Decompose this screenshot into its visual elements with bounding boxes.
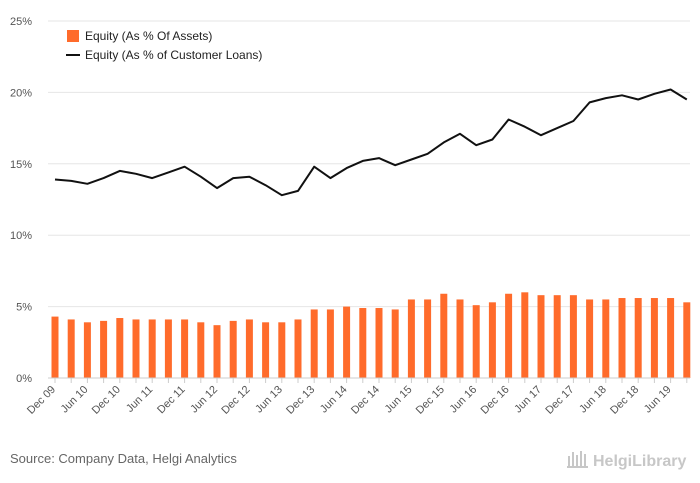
bar <box>294 319 302 378</box>
x-tick-label: Dec 15 <box>414 384 447 417</box>
y-tick-label: 20% <box>10 87 32 99</box>
x-tick-label: Jun 15 <box>383 384 415 416</box>
bar <box>262 322 270 378</box>
grid-layer <box>48 20 690 379</box>
bar <box>359 308 367 378</box>
y-tick-label: 15% <box>10 159 32 171</box>
bar <box>569 295 577 378</box>
bar <box>488 302 496 378</box>
x-tick-label: Jun 14 <box>318 384 350 416</box>
y-tick-label: 10% <box>10 230 32 242</box>
bar <box>213 325 221 378</box>
bar <box>683 302 691 378</box>
bar <box>278 322 286 378</box>
x-tick-label: Dec 12 <box>219 384 252 417</box>
bar <box>181 319 189 378</box>
brand-logo: HelgiLibrary <box>567 451 686 470</box>
bar <box>505 293 513 378</box>
bar <box>634 298 642 378</box>
x-tick-label: Dec 18 <box>608 384 641 417</box>
bars-layer <box>51 292 691 378</box>
bar <box>424 299 432 378</box>
bar <box>100 320 108 378</box>
y-tick-label: 25% <box>10 16 32 28</box>
bar <box>407 299 415 378</box>
x-tick-label: Jun 18 <box>577 384 609 416</box>
bar <box>456 299 464 378</box>
x-tick-label: Jun 11 <box>124 384 155 415</box>
bar <box>51 316 59 378</box>
brand-name: HelgiLibrary <box>593 453 686 470</box>
bar <box>229 320 237 378</box>
y-tick-label: 0% <box>16 373 32 385</box>
x-tick-label: Dec 13 <box>284 384 317 417</box>
line-layer <box>54 88 688 197</box>
x-tick-label: Dec 09 <box>25 384 58 417</box>
line-series-customer-loans <box>54 88 688 197</box>
bar <box>618 298 626 378</box>
legend-label-line: Equity (As % of Customer Loans) <box>85 48 262 62</box>
bar <box>343 306 351 378</box>
bar <box>602 299 610 378</box>
legend: Equity (As % Of Assets) Equity (As % of … <box>66 29 262 62</box>
x-tick-label: Dec 10 <box>90 384 123 417</box>
x-tick-label: Jun 19 <box>642 384 674 416</box>
bar <box>586 299 594 378</box>
x-tick-label: Dec 16 <box>479 384 512 417</box>
x-tick-label: Dec 17 <box>543 384 576 417</box>
legend-swatch-bars <box>67 30 79 42</box>
bar <box>391 309 399 378</box>
bar <box>537 295 545 378</box>
legend-label-bars: Equity (As % Of Assets) <box>85 29 212 43</box>
bar <box>650 298 658 378</box>
bar <box>164 319 172 378</box>
bar <box>375 308 383 378</box>
bar <box>553 295 561 378</box>
x-tick-label: Dec 14 <box>349 384 382 417</box>
bar <box>667 298 675 378</box>
source-note: Source: Company Data, Helgi Analytics <box>10 451 237 466</box>
bar <box>67 319 75 378</box>
bar <box>148 319 156 378</box>
x-tick-label: Jun 12 <box>188 384 220 416</box>
x-tick-label: Jun 17 <box>512 384 544 416</box>
bar <box>472 305 480 378</box>
bar <box>521 292 529 378</box>
x-tick-label: Jun 16 <box>447 384 479 416</box>
bar <box>116 318 124 378</box>
bar <box>132 319 140 378</box>
bar <box>197 322 205 378</box>
bar <box>440 293 448 378</box>
x-tick-label: Jun 13 <box>253 384 285 416</box>
y-tick-label: 5% <box>16 302 32 314</box>
bar <box>326 309 334 378</box>
x-tick-label: Jun 10 <box>59 384 91 416</box>
bar <box>83 322 91 378</box>
x-tick-label: Dec 11 <box>155 384 188 417</box>
bar <box>310 309 318 378</box>
library-icon <box>567 451 588 468</box>
bar <box>245 319 253 378</box>
